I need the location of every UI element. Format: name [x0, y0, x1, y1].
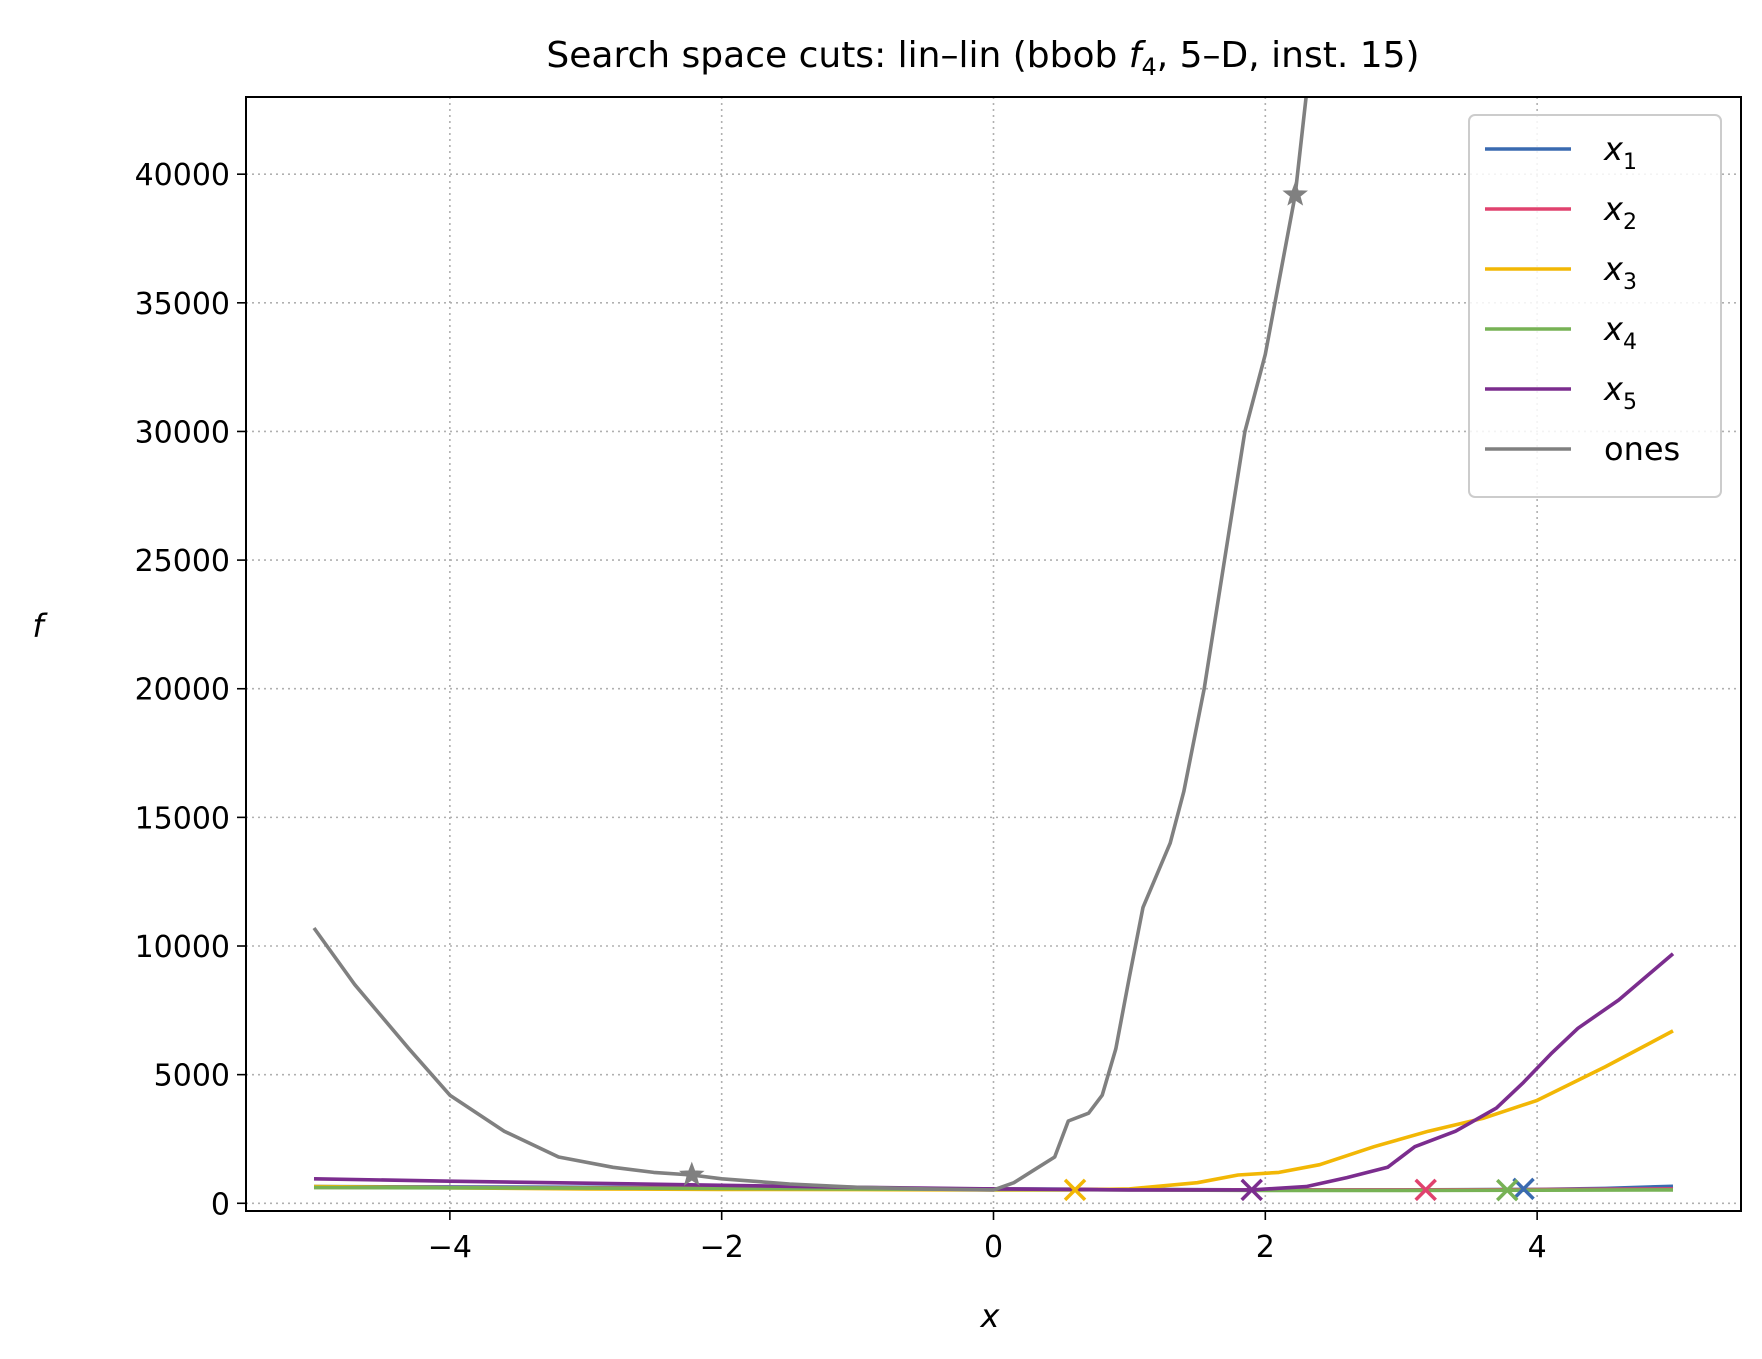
y-tick-label: 15000 [135, 801, 230, 836]
x-tick-label: −4 [428, 1230, 472, 1265]
legend-label: x2 [1603, 190, 1637, 235]
x-axis: −4 −2 0 2 4 [428, 1211, 1547, 1265]
star-marker [679, 1161, 705, 1186]
marker-layer [679, 181, 1535, 1202]
min-marker-x [1240, 1178, 1263, 1202]
title-pre: Search space cuts: lin–lin (bbob [546, 35, 1128, 76]
y-axis: 0 5000 10000 15000 20000 25000 30000 35000 40000 [135, 158, 246, 1222]
legend-label: x1 [1603, 130, 1637, 175]
y-tick-label: 35000 [135, 287, 230, 322]
min-marker-x [1495, 1178, 1519, 1202]
series-line-ones [312, 97, 1308, 1192]
legend: x1 x2 x3 x4 x5 ones [1468, 114, 1722, 498]
series-line-x5 [313, 952, 1675, 1192]
y-tick-label: 20000 [135, 673, 230, 708]
min-marker-x [1063, 1178, 1087, 1202]
min-marker-x [1414, 1178, 1437, 1202]
x-tick-label: 0 [984, 1230, 1003, 1265]
series-layer [312, 97, 1675, 1193]
legend-label: x5 [1603, 370, 1637, 415]
legend-label: ones [1604, 430, 1680, 468]
star-marker [1282, 181, 1308, 206]
y-tick-label: 10000 [135, 930, 230, 965]
y-tick-label: 5000 [154, 1059, 230, 1094]
x-tick-label: −2 [700, 1230, 744, 1265]
legend-box [1468, 114, 1722, 498]
y-tick-label: 25000 [135, 544, 230, 579]
x-tick-label: 2 [1256, 1230, 1275, 1265]
y-tick-label: 30000 [135, 415, 230, 450]
title-post: , 5–D, inst. 15) [1157, 35, 1420, 76]
legend-label: x4 [1603, 310, 1637, 355]
y-tick-label: 40000 [135, 158, 230, 193]
x-tick-label: 4 [1528, 1230, 1547, 1265]
chart-title: Search space cuts: lin–lin (bbob f4, 5–D… [546, 35, 1419, 81]
y-tick-label: 0 [211, 1187, 230, 1222]
title-fn-sub: 4 [1141, 53, 1156, 81]
y-axis-label: f [32, 607, 48, 645]
x-axis-label: x [980, 1297, 1001, 1335]
legend-label: x3 [1603, 250, 1637, 295]
